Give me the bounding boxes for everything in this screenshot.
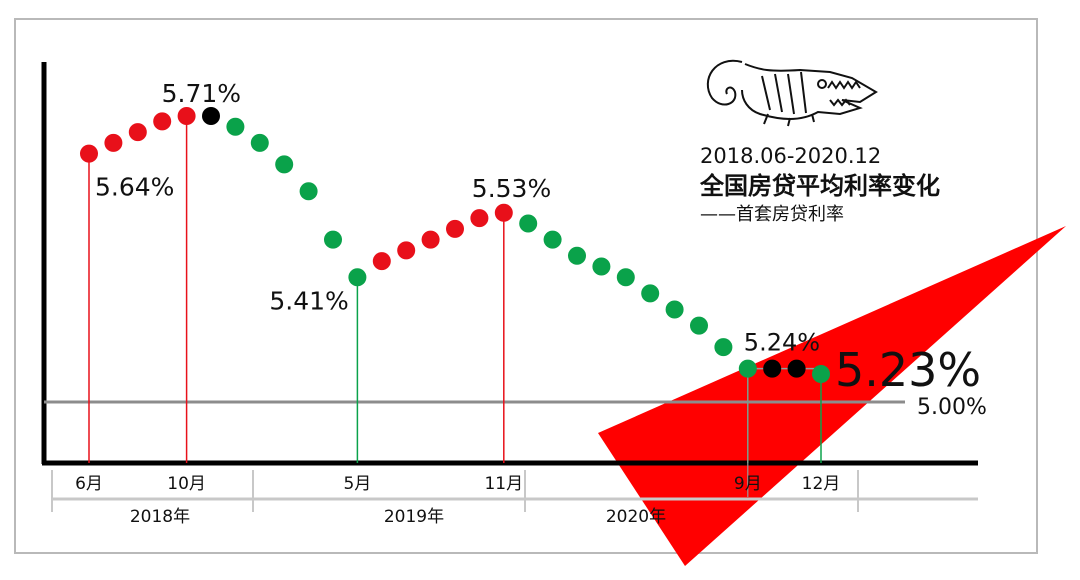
data-point — [738, 359, 757, 378]
x-tick-label: 11月 — [484, 474, 523, 494]
red-arrow-wedge — [598, 226, 1066, 566]
chart-title: 全国房贷平均利率变化 — [700, 172, 940, 200]
data-point — [812, 365, 830, 383]
data-point — [80, 144, 98, 163]
data-point — [543, 230, 562, 249]
data-point — [275, 155, 294, 174]
x-tick-label: 9月 — [734, 474, 762, 494]
chart-subtitle: ——首套房贷利率 — [700, 204, 844, 225]
data-point — [104, 133, 123, 152]
year-label: 2020年 — [606, 507, 666, 527]
data-point — [568, 246, 586, 265]
data-point — [641, 284, 660, 303]
data-point — [397, 241, 416, 260]
data-point — [665, 300, 684, 319]
crocodile-logo — [706, 59, 878, 127]
x-tick-labels: 6月 10月 5月 11月 9月 12月 — [75, 474, 840, 494]
value-label: 5.71% — [162, 79, 241, 108]
x-tick-label: 6月 — [75, 474, 103, 494]
x-tick-label: 10月 — [167, 474, 206, 494]
data-point — [714, 338, 733, 357]
value-label: 5.24% — [744, 329, 820, 357]
data-point — [690, 316, 708, 335]
year-label: 2018年 — [130, 507, 190, 527]
year-label: 2019年 — [384, 507, 444, 527]
data-point — [470, 209, 489, 228]
chart-frame — [14, 18, 1038, 554]
flat-lines — [747, 367, 821, 497]
year-labels: 2018年 2019年 2020年 — [51, 470, 978, 527]
data-point — [763, 359, 782, 378]
data-point — [128, 123, 147, 142]
value-label: 5.41% — [269, 286, 348, 315]
x-tick-label: 12月 — [802, 474, 841, 494]
title-block: 2018.06-2020.12 全国房贷平均利率变化 ——首套房贷利率 — [700, 142, 1020, 228]
data-point — [153, 112, 172, 131]
data-point — [299, 182, 318, 201]
data-points — [80, 107, 830, 383]
value-label: 5.53% — [472, 174, 551, 203]
data-point — [348, 268, 367, 287]
data-point — [519, 214, 538, 233]
data-point — [324, 230, 342, 249]
data-point — [494, 203, 513, 222]
date-range: 2018.06-2020.12 — [700, 144, 882, 168]
data-point — [421, 230, 440, 249]
data-point — [616, 268, 635, 287]
x-tick-label: 5月 — [343, 474, 371, 494]
data-point — [202, 107, 220, 125]
data-point — [372, 252, 391, 271]
data-point — [787, 359, 806, 378]
reference-line-label: 5.00% — [917, 395, 987, 420]
data-point — [446, 219, 464, 238]
value-label: 5.64% — [95, 173, 174, 202]
data-point — [226, 117, 245, 136]
data-point — [177, 107, 196, 125]
value-label: 5.23% — [835, 343, 981, 397]
data-point — [592, 257, 611, 276]
value-callouts: 5.64% 5.71% 5.41% 5.53% 5.24% 5.23% — [95, 79, 981, 397]
data-point — [250, 133, 269, 152]
